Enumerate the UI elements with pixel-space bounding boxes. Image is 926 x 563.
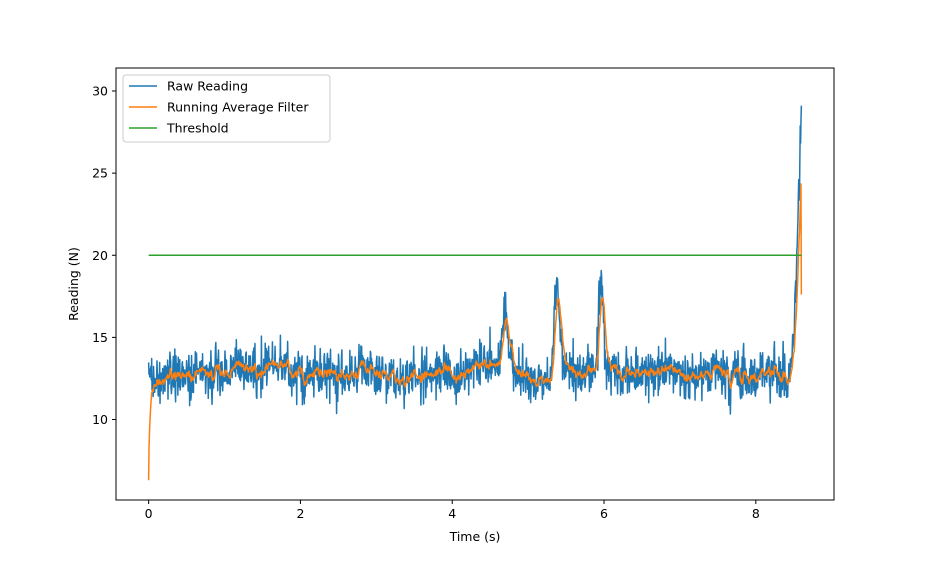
x-tick-label: 6 <box>600 506 608 521</box>
x-tick-label: 2 <box>296 506 304 521</box>
legend: Raw Reading Running Average Filter Thresho… <box>122 74 331 143</box>
y-axis-label: Reading (N) <box>66 247 81 321</box>
legend-box <box>122 74 331 143</box>
series-running-average <box>147 183 803 481</box>
y-tick-label: 30 <box>92 83 108 98</box>
legend-label: Threshold <box>166 121 229 136</box>
x-tick-label: 0 <box>145 506 153 521</box>
x-tick-label: 8 <box>752 506 760 521</box>
legend-label: Running Average Filter <box>167 100 309 115</box>
y-tick-label: 15 <box>92 330 108 345</box>
x-axis: 0 2 4 6 8 <box>145 500 760 521</box>
y-axis: 10 15 20 25 30 <box>92 83 116 427</box>
x-tick-label: 4 <box>448 506 456 521</box>
y-tick-label: 25 <box>92 166 108 181</box>
y-tick-label: 20 <box>92 248 108 263</box>
legend-label: Raw Reading <box>167 79 248 94</box>
plot-area <box>147 105 803 481</box>
x-axis-label: Time (s) <box>449 529 501 544</box>
y-tick-label: 10 <box>92 412 108 427</box>
series-layer <box>147 105 803 481</box>
axes-frame <box>115 67 835 501</box>
